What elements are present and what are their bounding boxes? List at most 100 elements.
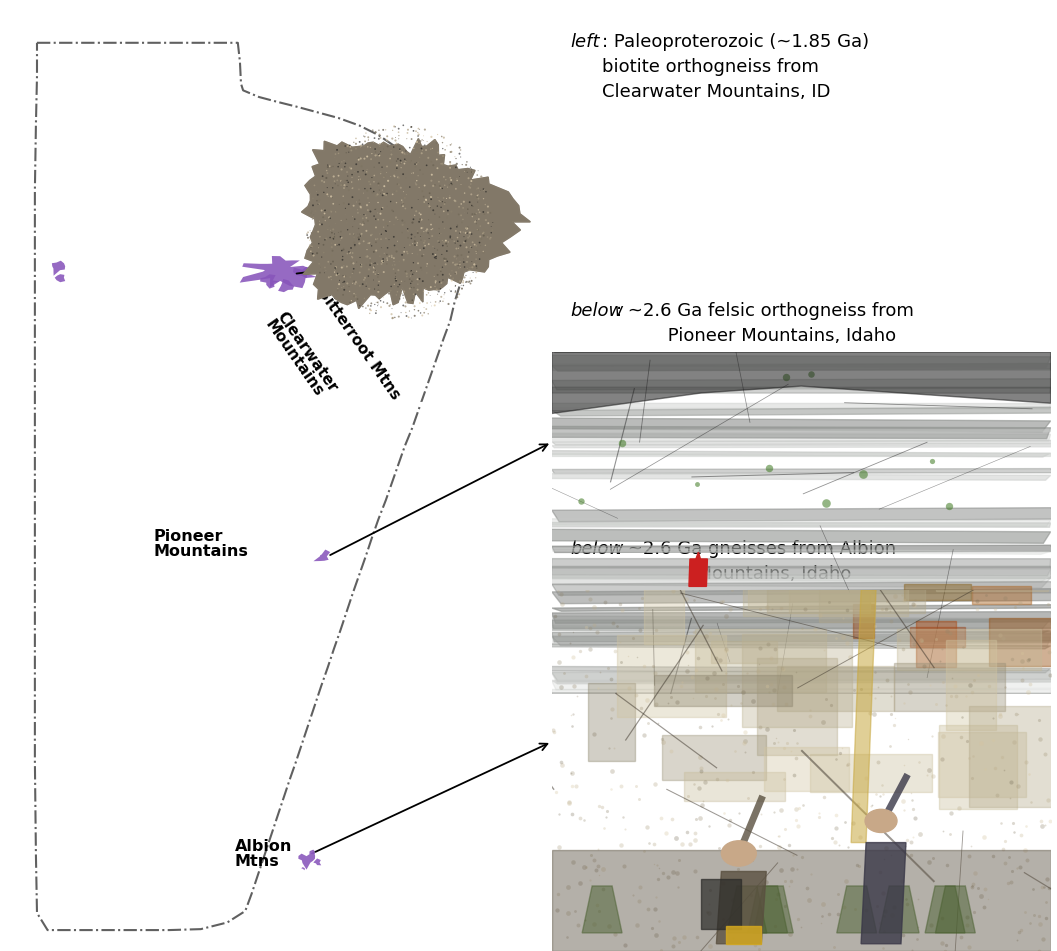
Text: : ~2.6 Ga gneisses from Albion
              Mountains, Idaho: : ~2.6 Ga gneisses from Albion Mountains… <box>616 540 896 583</box>
Point <box>775 661 792 676</box>
Point <box>301 238 318 253</box>
Point <box>324 243 341 259</box>
Point <box>366 260 383 275</box>
Point <box>459 223 476 239</box>
Point <box>441 190 458 205</box>
Point <box>670 934 687 949</box>
Point <box>645 658 662 673</box>
Polygon shape <box>654 674 792 706</box>
Point <box>364 170 381 185</box>
Polygon shape <box>542 548 1051 554</box>
Point <box>355 207 372 223</box>
Point <box>612 596 629 611</box>
Point <box>392 143 409 158</box>
Point <box>379 174 396 189</box>
Point <box>589 898 606 913</box>
Point <box>649 858 666 873</box>
Polygon shape <box>543 616 1051 629</box>
Point <box>310 224 327 240</box>
Point <box>997 834 1014 849</box>
Point <box>359 133 376 148</box>
Point <box>453 281 470 296</box>
Point <box>346 227 363 243</box>
Point <box>692 760 709 775</box>
Point <box>421 185 438 201</box>
Point <box>941 498 958 514</box>
Point <box>434 214 451 229</box>
Point <box>400 245 416 261</box>
Polygon shape <box>663 735 766 780</box>
Point <box>328 153 345 168</box>
Point <box>452 196 469 211</box>
Point <box>890 632 907 648</box>
Point <box>611 634 628 650</box>
Point <box>633 701 650 716</box>
Point <box>437 253 453 268</box>
Point <box>977 762 994 777</box>
Polygon shape <box>552 633 1057 646</box>
Point <box>572 494 589 509</box>
Point <box>709 707 726 722</box>
Point <box>461 262 478 278</box>
Point <box>443 176 460 191</box>
Point <box>371 147 388 163</box>
Polygon shape <box>544 530 1051 543</box>
Point <box>388 262 405 277</box>
Point <box>442 157 459 172</box>
Point <box>445 255 462 270</box>
Polygon shape <box>313 859 321 865</box>
Point <box>752 601 768 616</box>
Point <box>943 689 960 704</box>
Point <box>319 160 336 175</box>
Point <box>400 122 416 137</box>
Point <box>675 930 692 945</box>
Polygon shape <box>55 274 66 282</box>
Point <box>449 218 466 233</box>
Point <box>461 195 478 210</box>
Point <box>326 226 342 242</box>
Point <box>406 124 423 139</box>
Point <box>863 798 879 813</box>
Point <box>407 175 424 190</box>
Point <box>629 650 646 665</box>
Point <box>434 272 451 287</box>
Point <box>425 178 442 193</box>
Point <box>452 224 469 240</box>
Point <box>766 642 783 657</box>
Point <box>345 256 361 271</box>
Point <box>648 696 665 711</box>
Point <box>397 263 414 279</box>
Point <box>678 592 694 607</box>
Polygon shape <box>819 528 875 622</box>
Point <box>330 168 347 184</box>
Point <box>581 872 598 887</box>
Point <box>463 162 480 177</box>
Point <box>553 596 570 611</box>
Point <box>351 226 368 242</box>
Point <box>894 642 911 657</box>
Point <box>352 257 369 272</box>
Point <box>802 708 819 724</box>
Point <box>459 154 476 169</box>
Point <box>433 275 450 290</box>
Point <box>785 767 802 783</box>
Point <box>423 191 440 206</box>
Point <box>363 302 379 318</box>
Point <box>375 295 392 310</box>
Point <box>689 929 706 944</box>
Point <box>327 150 344 165</box>
Point <box>335 243 352 258</box>
Point <box>300 240 317 255</box>
Point <box>360 268 377 283</box>
Point <box>361 306 378 321</box>
Point <box>397 170 414 185</box>
Point <box>449 248 466 263</box>
Point <box>386 229 403 244</box>
Point <box>878 840 895 855</box>
Point <box>388 136 405 151</box>
Point <box>1000 849 1017 864</box>
Point <box>383 253 400 268</box>
Point <box>438 257 455 272</box>
Point <box>387 310 404 325</box>
Point <box>459 225 476 241</box>
